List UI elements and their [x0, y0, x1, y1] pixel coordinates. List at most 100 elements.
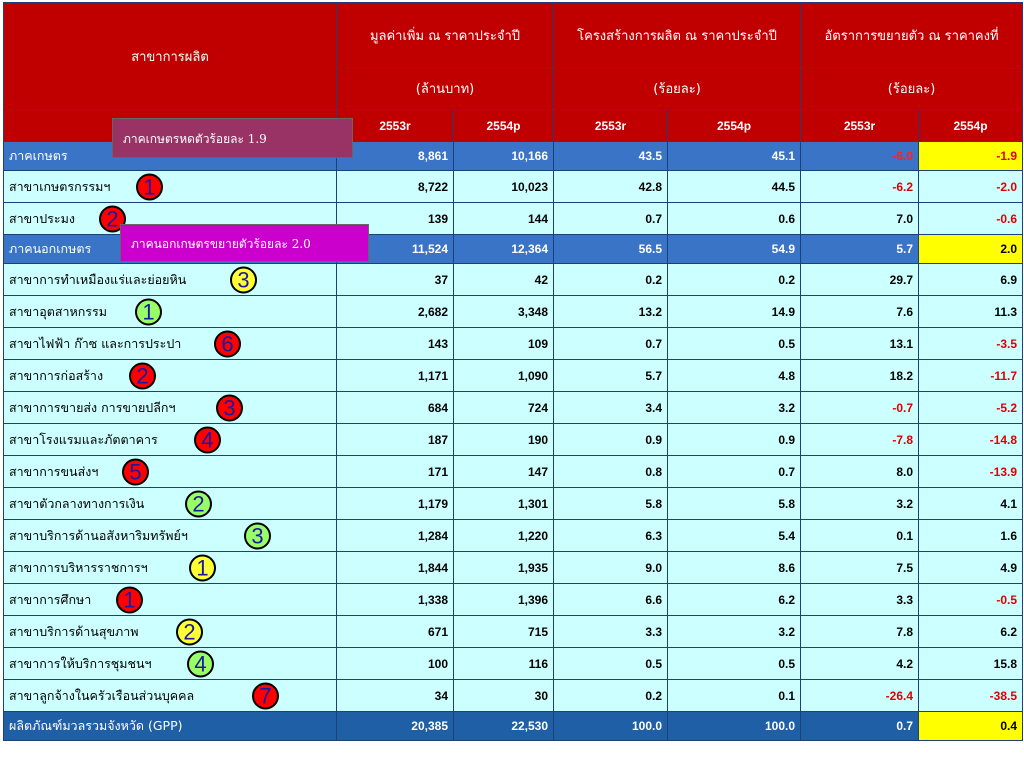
- value-cell: 0.5: [553, 647, 669, 680]
- value-cell: 0.5: [667, 327, 802, 360]
- sector-name: สาขาการขนส่งฯ 5: [3, 455, 337, 488]
- table-row: สาขาการทำเหมืองแร่และย่อยหิน 3 37 42 0.2 0.2 2…: [3, 263, 1024, 296]
- value-cell: 171: [336, 455, 454, 488]
- value-cell: 14.9: [667, 295, 802, 328]
- value-cell: -5.2: [918, 391, 1024, 424]
- value-cell: 0.2: [553, 263, 669, 296]
- value-cell: 1,935: [452, 551, 555, 584]
- value-cell: 5.8: [667, 487, 802, 520]
- table-row: สาขาเกษตรกรรมฯ 1 8,722 10,023 42.8 44.5 -6.2 -2…: [3, 170, 1024, 203]
- value-cell: 1,179: [336, 487, 454, 520]
- value-cell: 2,682: [336, 295, 454, 328]
- value-cell: -1.9: [918, 141, 1024, 171]
- sector-name: สาขาเกษตรกรรมฯ 1: [3, 170, 337, 203]
- value-cell: 8,861: [336, 141, 454, 171]
- value-cell: 9.0: [553, 551, 669, 584]
- sector-label: สาขาลูกจ้างในครัวเรือนส่วนบุคคล: [9, 687, 195, 703]
- value-cell: 22,530: [452, 711, 555, 741]
- rank-badge: 2: [99, 205, 126, 232]
- rank-badge: 2: [185, 490, 212, 517]
- sector-label: สาขาเกษตรกรรมฯ: [9, 178, 111, 194]
- value-cell: -0.6: [918, 202, 1024, 235]
- value-cell: 8,722: [336, 170, 454, 203]
- sector-name: สาขาอุตสาหกรรม 1: [3, 295, 337, 328]
- structure-header: โครงสร้างการผลิต ณ ราคาประจำปี: [553, 2, 802, 68]
- total-row: ผลิตภัณฑ์มวลรวมจังหวัด (GPP) 20,385 22,530…: [3, 711, 1024, 741]
- sector-label: สาขาการขนส่งฯ: [9, 463, 99, 479]
- value-cell: -0.5: [918, 583, 1024, 616]
- table-row: สาขาการบริหารราชการฯ 1 1,844 1,935 9.0 8.6 7.5…: [3, 551, 1024, 584]
- sector-name: สาขาการก่อสร้าง 2: [3, 359, 337, 392]
- value-cell: 1,171: [336, 359, 454, 392]
- value-cell: -26.4: [800, 679, 920, 712]
- rank-badge: 7: [252, 682, 279, 709]
- sector-label: สาขาไฟฟ้า ก๊าซ และการประปา: [9, 335, 182, 351]
- value-cell: -13.9: [918, 455, 1024, 488]
- value-cell: 8.6: [667, 551, 802, 584]
- sector-name: สาขาโรงแรมและภัตตาคาร 4: [3, 423, 337, 456]
- table-row: สาขาการขนส่งฯ 5 171 147 0.8 0.7 8.0 -13.9: [3, 455, 1024, 488]
- value-cell: 45.1: [667, 141, 802, 171]
- value-cell: 1.6: [918, 519, 1024, 552]
- value-cell: 6.6: [553, 583, 669, 616]
- value-cell: 56.5: [553, 234, 669, 264]
- sector-name: สาขาการศึกษา 1: [3, 583, 337, 616]
- value-cell: 139: [336, 202, 454, 235]
- sector-label: สาขาการทำเหมืองแร่และย่อยหิน: [9, 271, 187, 287]
- value-cell: 0.5: [667, 647, 802, 680]
- value-cell: 44.5: [667, 170, 802, 203]
- value-cell: 100.0: [667, 711, 802, 741]
- rank-badge: 4: [187, 650, 214, 677]
- value-cell: 715: [452, 615, 555, 648]
- value-cell: 3.2: [800, 487, 920, 520]
- value-cell: 3.3: [800, 583, 920, 616]
- sector-name: สาขาลูกจ้างในครัวเรือนส่วนบุคคล 7: [3, 679, 337, 712]
- value-cell: 12,364: [452, 234, 555, 264]
- value-cell: 1,301: [452, 487, 555, 520]
- value-cell: 671: [336, 615, 454, 648]
- value-cell: 116: [452, 647, 555, 680]
- value-cell: 15.8: [918, 647, 1024, 680]
- value-cell: -3.5: [918, 327, 1024, 360]
- value-cell: 10,166: [452, 141, 555, 171]
- sector-label: ผลิตภัณฑ์มวลรวมจังหวัด (GPP): [9, 718, 183, 733]
- value-cell: 6.2: [918, 615, 1024, 648]
- value-cell: -0.7: [800, 391, 920, 424]
- sector-name: สาขาการบริหารราชการฯ 1: [3, 551, 337, 584]
- table-row: สาขาตัวกลางทางการเงิน 2 1,179 1,301 5.8 5.8 3.…: [3, 487, 1024, 520]
- value-cell: 10,023: [452, 170, 555, 203]
- value-cell: 43.5: [553, 141, 669, 171]
- structure-unit: (ร้อยละ): [553, 67, 802, 110]
- year-header: 2553r: [336, 109, 454, 142]
- table-row: สาขาการขายส่ง การขายปลีกฯ 3 684 724 3.4 3.2 -0…: [3, 391, 1024, 424]
- value-cell: 34: [336, 679, 454, 712]
- table-row: สาขาอุตสาหกรรม 1 2,682 3,348 13.2 14.9 7.6 11.3: [3, 295, 1024, 328]
- rank-badge: 5: [122, 458, 149, 485]
- sector-name: สาขาการขายส่ง การขายปลีกฯ 3: [3, 391, 337, 424]
- value-cell: 0.7: [800, 711, 920, 741]
- value-cell: -7.8: [800, 423, 920, 456]
- value-cell: 0.7: [667, 455, 802, 488]
- table-row: สาขาไฟฟ้า ก๊าซ และการประปา 6 143 109 0.7 0.5 1…: [3, 327, 1024, 360]
- sector-label: สาขาอุตสาหกรรม: [9, 303, 107, 319]
- value-cell: 20,385: [336, 711, 454, 741]
- value-cell: 1,844: [336, 551, 454, 584]
- value-cell: 190: [452, 423, 555, 456]
- value-cell: 3.4: [553, 391, 669, 424]
- table-row: สาขาโรงแรมและภัตตาคาร 4 187 190 0.9 0.9 -7.8 -1…: [3, 423, 1024, 456]
- table-row: สาขาบริการด้านอสังหาริมทรัพย์ฯ 3 1,284 1,22…: [3, 519, 1024, 552]
- value-cell: 0.4: [918, 711, 1024, 741]
- sector-label: สาขาการก่อสร้าง: [9, 367, 104, 383]
- sector-name: สาขาตัวกลางทางการเงิน 2: [3, 487, 337, 520]
- year-header: 2553r: [800, 109, 920, 142]
- value-cell: -38.5: [918, 679, 1024, 712]
- table-row: สาขาการศึกษา 1 1,338 1,396 6.6 6.2 3.3 -0.5: [3, 583, 1024, 616]
- value-added-unit: (ล้านบาท): [335, 67, 555, 110]
- value-cell: 30: [452, 679, 555, 712]
- value-cell: 7.5: [800, 551, 920, 584]
- value-cell: 0.8: [553, 455, 669, 488]
- rank-badge: 6: [214, 330, 241, 357]
- value-cell: 109: [452, 327, 555, 360]
- year-header: 2553r: [553, 109, 669, 142]
- value-cell: 7.6: [800, 295, 920, 328]
